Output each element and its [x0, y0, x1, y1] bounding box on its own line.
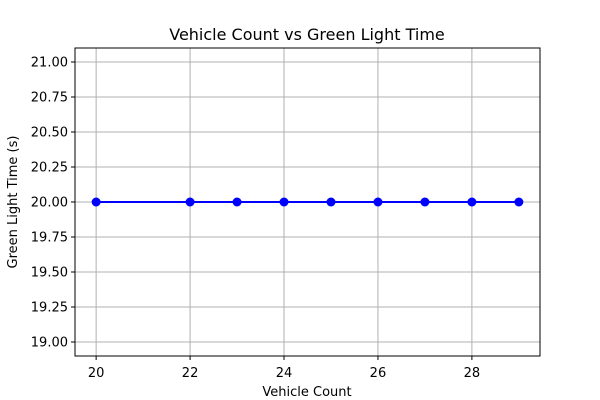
data-point-marker — [185, 197, 195, 207]
series-layer — [91, 197, 524, 207]
y-tick-label: 19.75 — [31, 231, 68, 246]
data-point-marker — [91, 197, 101, 207]
data-point-marker — [467, 197, 477, 207]
x-tick-label: 20 — [88, 366, 105, 381]
y-tick-label: 20.25 — [31, 161, 68, 176]
y-tick-label: 20.75 — [31, 91, 68, 106]
tick-layer: 20 22 24 26 28 19.00 19.25 19.50 19.75 20.00 20.25… — [31, 56, 480, 382]
chart-title: Vehicle Count vs Green Light Time — [169, 25, 445, 44]
y-tick-label: 21.00 — [31, 56, 68, 71]
y-tick-label: 19.50 — [31, 266, 68, 281]
data-point-marker — [326, 197, 336, 207]
x-tick-label: 28 — [464, 366, 481, 381]
x-axis-label: Vehicle Count — [262, 385, 351, 400]
data-point-marker — [514, 197, 524, 207]
y-tick-label: 20.00 — [31, 196, 68, 211]
y-tick-label: 20.50 — [31, 126, 68, 141]
y-tick-label: 19.00 — [31, 336, 68, 351]
x-tick-label: 26 — [370, 366, 387, 381]
data-point-marker — [420, 197, 430, 207]
data-point-marker — [373, 197, 383, 207]
x-tick-label: 24 — [276, 366, 293, 381]
data-point-marker — [232, 197, 242, 207]
y-axis-label: Green Light Time (s) — [6, 136, 21, 269]
y-tick-label: 19.25 — [31, 301, 68, 316]
data-point-marker — [279, 197, 289, 207]
x-tick-label: 22 — [182, 366, 199, 381]
